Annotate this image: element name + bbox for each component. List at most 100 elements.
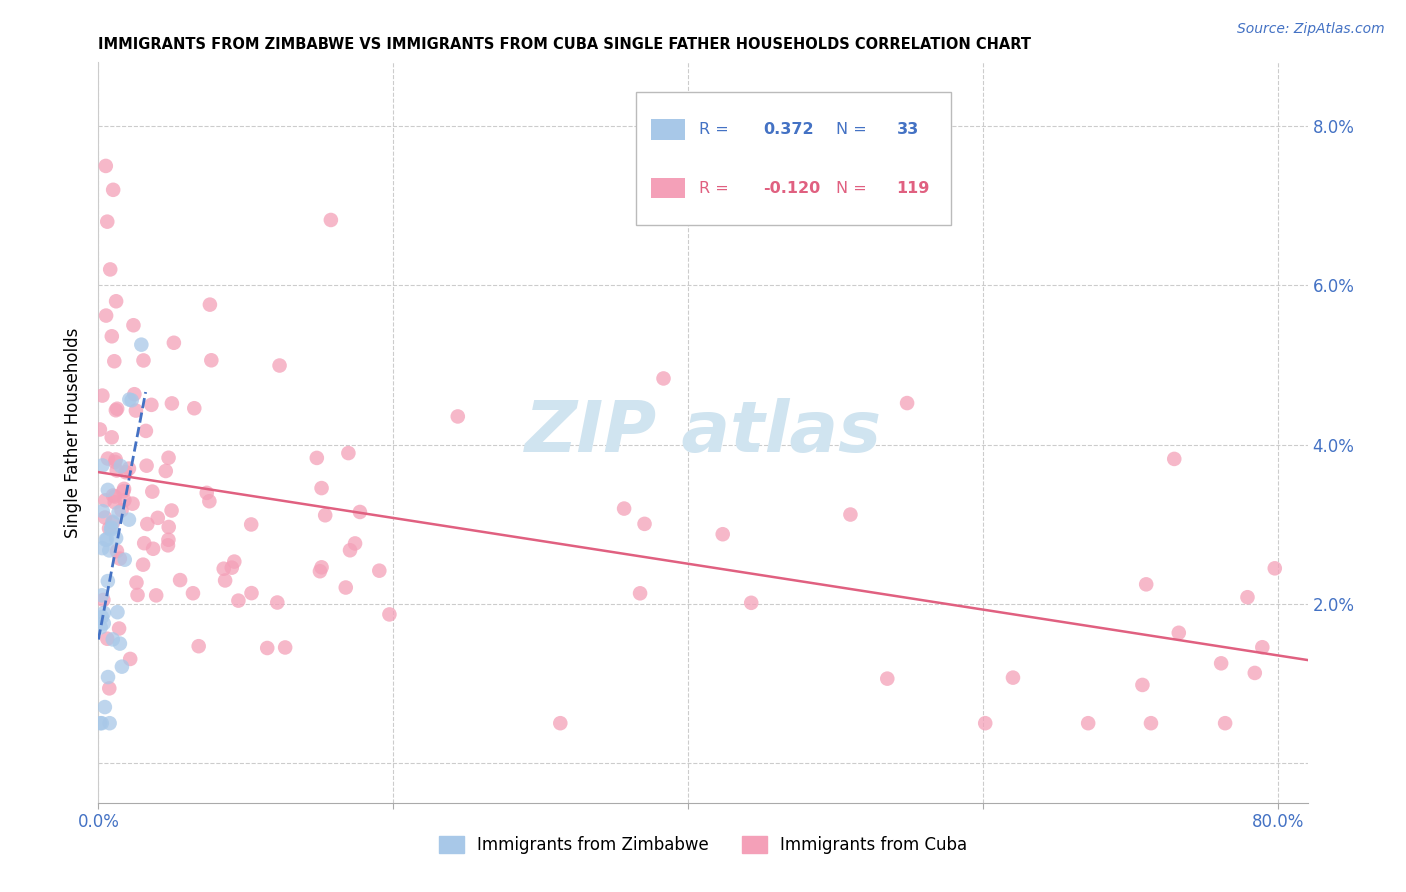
Point [100,523,122,537]
Point [1211,657,1233,671]
Point [160,503,183,517]
Point [91,504,114,518]
Point [108,637,131,651]
Point [142,541,165,556]
Point [156,538,179,552]
Point [96,214,118,228]
Point [124,387,146,401]
Point [90,716,112,731]
Point [274,640,297,655]
Text: -0.120: -0.120 [763,180,821,195]
Point [157,520,180,534]
Point [101,515,124,529]
Point [112,482,135,496]
Point [101,488,124,502]
Point [311,481,333,495]
Point [104,495,127,509]
Point [91,458,114,473]
FancyBboxPatch shape [651,119,685,140]
Point [103,354,125,368]
Point [94,309,117,323]
Point [157,450,180,465]
Point [633,516,655,531]
Point [187,639,209,653]
Point [101,516,124,530]
FancyBboxPatch shape [637,92,950,226]
Point [125,575,148,590]
Point [114,552,136,566]
Point [896,396,918,410]
Point [183,401,205,416]
Y-axis label: Single Father Households: Single Father Households [65,327,83,538]
Text: N =: N = [837,180,866,195]
Point [169,573,191,587]
Point [89,716,111,731]
Point [98,681,121,696]
Point [101,183,124,197]
Point [112,484,135,499]
Text: ZIP atlas: ZIP atlas [524,398,882,467]
Point [131,337,153,351]
Point [100,430,122,444]
Point [628,586,651,600]
Point [181,586,204,600]
Point [1243,665,1265,680]
Point [98,262,121,277]
Point [839,508,862,522]
Point [112,493,135,508]
Point [163,335,186,350]
Point [214,574,236,588]
Point [212,562,235,576]
Point [309,564,332,578]
Point [378,607,401,622]
Point [447,409,470,424]
Point [266,595,288,609]
Point [337,446,360,460]
Point [311,560,333,574]
FancyBboxPatch shape [651,178,685,198]
Point [368,564,391,578]
Point [613,501,636,516]
Point [1251,640,1274,655]
Point [145,588,167,602]
Point [256,640,278,655]
Point [93,616,115,631]
Point [101,632,124,647]
Point [240,517,263,532]
Point [314,508,336,523]
Point [105,401,128,416]
Point [135,458,157,473]
Point [319,213,342,227]
Point [114,465,136,479]
Point [98,521,121,535]
Point [652,371,675,385]
Point [157,533,180,547]
Point [98,543,121,558]
Text: IMMIGRANTS FROM ZIMBABWE VS IMMIGRANTS FROM CUBA SINGLE FATHER HOUSEHOLDS CORREL: IMMIGRANTS FROM ZIMBABWE VS IMMIGRANTS F… [98,37,1032,52]
Point [94,510,117,524]
Point [105,544,128,558]
Point [105,294,128,309]
Point [96,533,118,547]
Point [110,459,132,474]
Point [240,586,263,600]
Point [100,521,122,535]
Point [134,536,156,550]
Point [107,506,129,520]
Point [224,555,246,569]
Point [97,451,120,466]
Point [1140,716,1163,731]
Point [120,652,142,666]
Point [160,396,183,410]
Point [1163,451,1185,466]
Text: N =: N = [837,122,866,136]
Point [132,353,155,368]
Point [974,716,997,731]
Point [104,455,127,469]
Point [97,574,120,588]
Point [98,716,121,731]
Point [711,527,734,541]
Point [93,606,115,620]
Point [1167,625,1189,640]
Point [1213,716,1236,731]
